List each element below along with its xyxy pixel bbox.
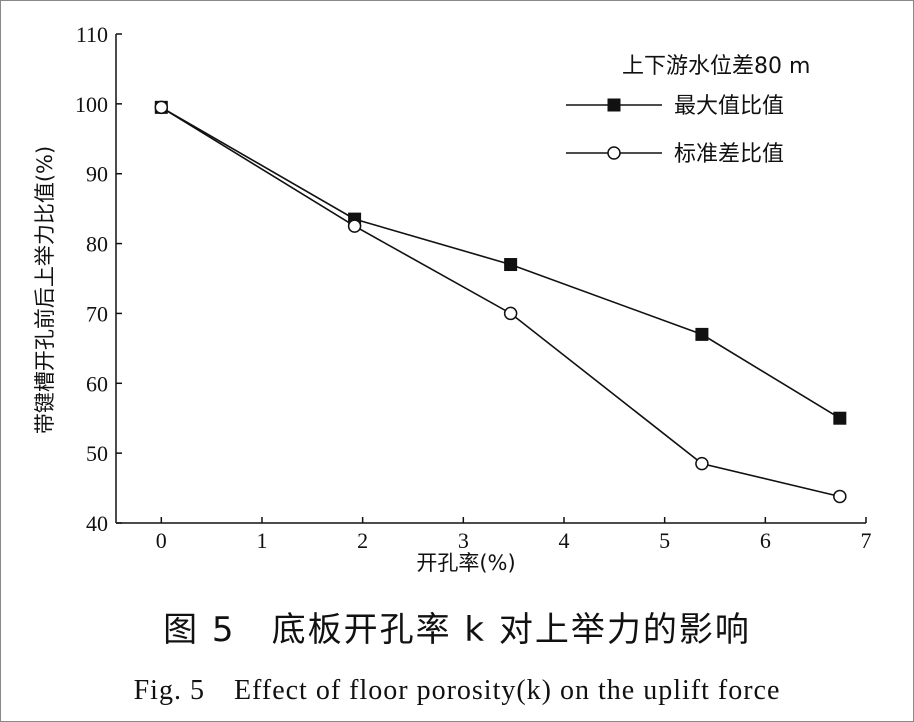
data-point bbox=[503, 306, 518, 321]
y-tick-label: 60 bbox=[86, 371, 108, 396]
legend-title: 上下游水位差80 m bbox=[622, 54, 810, 79]
legend-marker bbox=[607, 146, 621, 160]
data-point bbox=[833, 411, 847, 425]
x-tick-label: 2 bbox=[357, 528, 368, 553]
x-axis-title: 开孔率(%) bbox=[416, 551, 515, 575]
x-tick-label: 6 bbox=[760, 528, 771, 553]
y-axis-ticks: 40 50 60 70 80 90 100 110 bbox=[75, 22, 122, 536]
x-tick-label: 7 bbox=[861, 528, 872, 553]
y-tick-label: 90 bbox=[86, 162, 108, 187]
data-point bbox=[154, 100, 169, 115]
figure-caption-english: Fig. 5 Effect of floor porosity(k) on th… bbox=[133, 675, 781, 706]
y-tick-label: 80 bbox=[86, 232, 108, 257]
data-point bbox=[833, 489, 847, 504]
data-point bbox=[695, 456, 709, 471]
data-point bbox=[504, 258, 518, 272]
y-tick-label: 40 bbox=[86, 511, 108, 536]
x-tick-label: 0 bbox=[156, 528, 167, 553]
legend-label: 标准差比值 bbox=[674, 142, 784, 167]
y-tick-label: 70 bbox=[86, 301, 108, 326]
data-point bbox=[347, 219, 362, 233]
legend-marker bbox=[607, 98, 621, 112]
figure-caption-chinese: 图 5 底板开孔率 k 对上举力的影响 bbox=[163, 610, 751, 650]
y-tick-label: 100 bbox=[75, 92, 108, 117]
legend-label: 最大值比值 bbox=[674, 94, 784, 119]
y-axis-title: 带键槽开孔前后上举力比值(%) bbox=[33, 146, 57, 434]
legend-entry: 标准差比值 bbox=[566, 142, 784, 167]
x-tick-label: 1 bbox=[256, 528, 267, 553]
x-axis-ticks: 0 1 2 3 4 5 6 7 bbox=[156, 517, 872, 553]
series bbox=[154, 100, 847, 504]
x-tick-label: 3 bbox=[458, 528, 469, 553]
data-point bbox=[695, 327, 709, 341]
series-2 bbox=[154, 100, 847, 504]
x-tick-label: 5 bbox=[659, 528, 670, 553]
y-tick-label: 50 bbox=[86, 441, 108, 466]
x-tick-label: 4 bbox=[558, 528, 569, 553]
axes bbox=[115, 34, 866, 524]
y-tick-label: 110 bbox=[76, 22, 108, 47]
legend-entry: 最大值比值 bbox=[566, 94, 784, 119]
